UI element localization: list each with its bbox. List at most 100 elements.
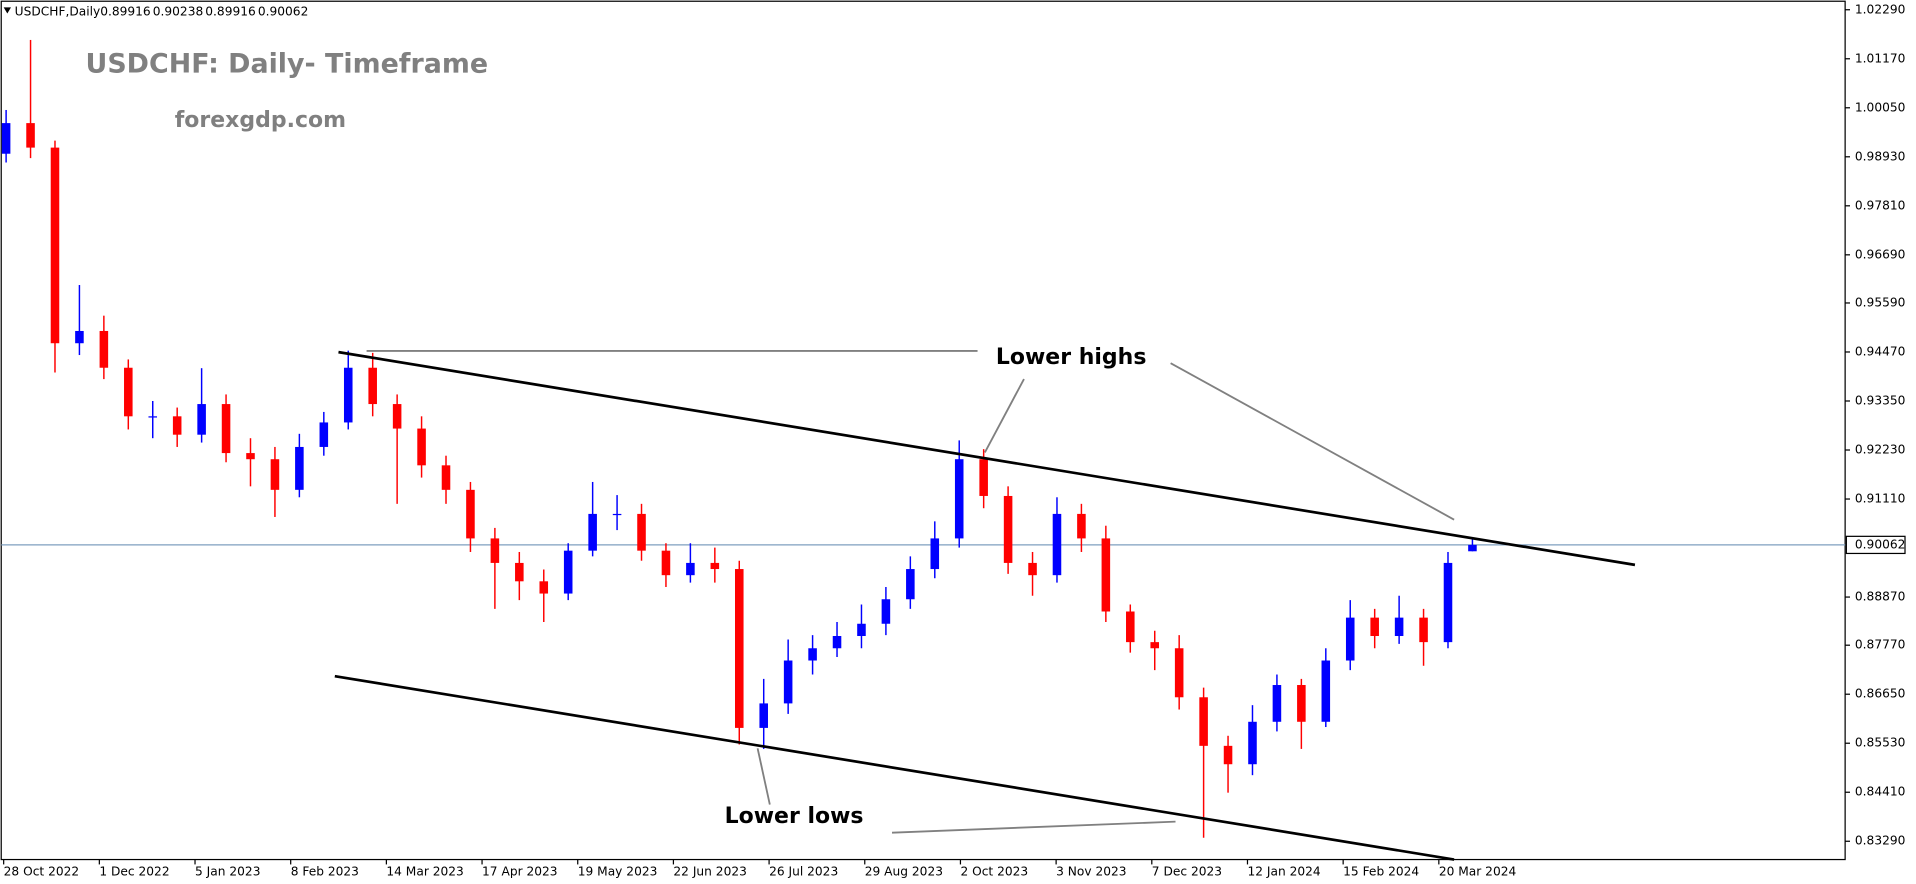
candle-body <box>588 513 597 551</box>
current-price-label: 0.90062 <box>1855 537 1906 551</box>
candle-body <box>1126 611 1135 643</box>
candle-body <box>539 581 549 594</box>
y-tick-label: 0.94470 <box>1855 344 1906 358</box>
candle-body <box>1 123 11 154</box>
upper-trendline <box>338 350 1636 567</box>
candle-body <box>979 459 988 496</box>
candle-body <box>295 446 304 490</box>
candle-body <box>661 550 671 576</box>
candle-body <box>1150 642 1160 649</box>
candle-body <box>881 599 891 624</box>
y-tick-label: 0.83290 <box>1855 834 1906 848</box>
candle-body <box>343 367 353 423</box>
candle-body <box>221 404 231 454</box>
candle-body <box>637 513 646 551</box>
y-tick-label: 1.02290 <box>1855 2 1906 16</box>
y-tick-label: 0.93350 <box>1855 393 1906 407</box>
x-tick-label: 14 Mar 2023 <box>386 864 463 878</box>
lower-trendline <box>334 674 1455 861</box>
candle-body <box>832 636 842 649</box>
header-value: 0.89916 <box>205 5 256 19</box>
candle-body <box>1321 660 1331 722</box>
header-value: 0.89916 <box>100 5 151 19</box>
candle-body <box>1443 562 1453 643</box>
y-tick-label: 0.97810 <box>1855 198 1906 212</box>
y-tick-label: 0.88870 <box>1855 590 1906 604</box>
candles <box>1 39 1477 838</box>
y-tick-label: 0.92230 <box>1855 443 1906 457</box>
current-price-box <box>1845 535 1906 555</box>
x-tick-label: 2 Oct 2023 <box>960 864 1028 878</box>
candle-body <box>734 569 744 728</box>
candle-body <box>857 623 866 637</box>
candle-body <box>1419 617 1428 643</box>
candle-body <box>417 428 426 466</box>
pointer-line <box>984 378 1025 453</box>
x-tick-label: 12 Jan 2024 <box>1247 864 1320 878</box>
candle-body <box>563 550 573 594</box>
annotation: Lower highs <box>996 345 1147 370</box>
candle-body <box>1297 685 1306 722</box>
candle-body <box>319 422 329 447</box>
candle-body <box>490 538 500 563</box>
candle-body <box>612 513 622 516</box>
symbol: USDCHF,Daily <box>15 5 101 19</box>
y-tick-label: 1.00050 <box>1855 100 1906 114</box>
candle-body <box>1101 538 1111 612</box>
y-tick-label: 0.85530 <box>1855 736 1906 750</box>
plot-frame <box>0 0 1846 861</box>
candle-body <box>954 459 964 539</box>
x-tick-label: 26 Jul 2023 <box>769 864 838 878</box>
candle-body <box>1394 617 1404 637</box>
y-tick-label: 0.86650 <box>1855 687 1906 701</box>
candle-body <box>930 538 940 570</box>
x-tick-label: 7 Dec 2023 <box>1152 864 1222 878</box>
candle-body <box>1272 685 1282 722</box>
candle-body <box>441 465 451 490</box>
x-tick-label: 8 Feb 2023 <box>291 864 359 878</box>
y-tick-label: 1.01170 <box>1855 51 1906 65</box>
candle-body <box>197 404 206 435</box>
chart-subtitle: forexgdp.com <box>175 108 346 133</box>
candle-body <box>1174 648 1184 698</box>
x-tick-label: 5 Jan 2023 <box>195 864 260 878</box>
chart-title: USDCHF: Daily- Timeframe <box>86 48 489 79</box>
x-tick-label: 22 Jun 2023 <box>673 864 746 878</box>
x-tick-label: 3 Nov 2023 <box>1056 864 1126 878</box>
candle-body <box>1345 617 1355 661</box>
trend-lines <box>334 349 1636 861</box>
candle-body <box>75 330 84 344</box>
candle-body <box>906 569 915 600</box>
y-tick-label: 0.96690 <box>1855 247 1906 261</box>
menu-arrow <box>3 7 11 14</box>
x-tick-label: 19 May 2023 <box>578 864 658 878</box>
candle-body <box>172 416 182 435</box>
x-tick-label: 15 Feb 2024 <box>1343 864 1419 878</box>
candle-body <box>1370 617 1379 637</box>
pointer-line <box>1170 362 1455 521</box>
y-tick-label: 0.95590 <box>1855 295 1906 309</box>
y-tick-label: 0.87770 <box>1855 638 1906 652</box>
candle-body <box>1199 697 1208 746</box>
candle-body <box>783 660 793 704</box>
pointer-line <box>891 820 1176 834</box>
x-tick-label: 17 Apr 2023 <box>482 864 558 878</box>
candle-body <box>1468 544 1477 552</box>
pointer-line <box>756 748 771 805</box>
candle-body <box>368 367 377 405</box>
candle-body <box>808 648 817 661</box>
candle-body <box>1052 513 1062 576</box>
candle-body <box>392 404 402 429</box>
candle-body <box>710 562 720 570</box>
x-tick-label: 29 Aug 2023 <box>865 864 943 878</box>
header-value: 0.90238 <box>153 5 204 19</box>
x-tick-label: 20 Mar 2024 <box>1439 864 1517 878</box>
candle-body <box>270 459 280 490</box>
y-tick-label: 0.84410 <box>1855 785 1906 799</box>
candle-body <box>246 453 255 460</box>
x-tick-label: 28 Oct 2022 <box>4 864 80 878</box>
x-tick-label: 1 Dec 2022 <box>99 864 169 878</box>
